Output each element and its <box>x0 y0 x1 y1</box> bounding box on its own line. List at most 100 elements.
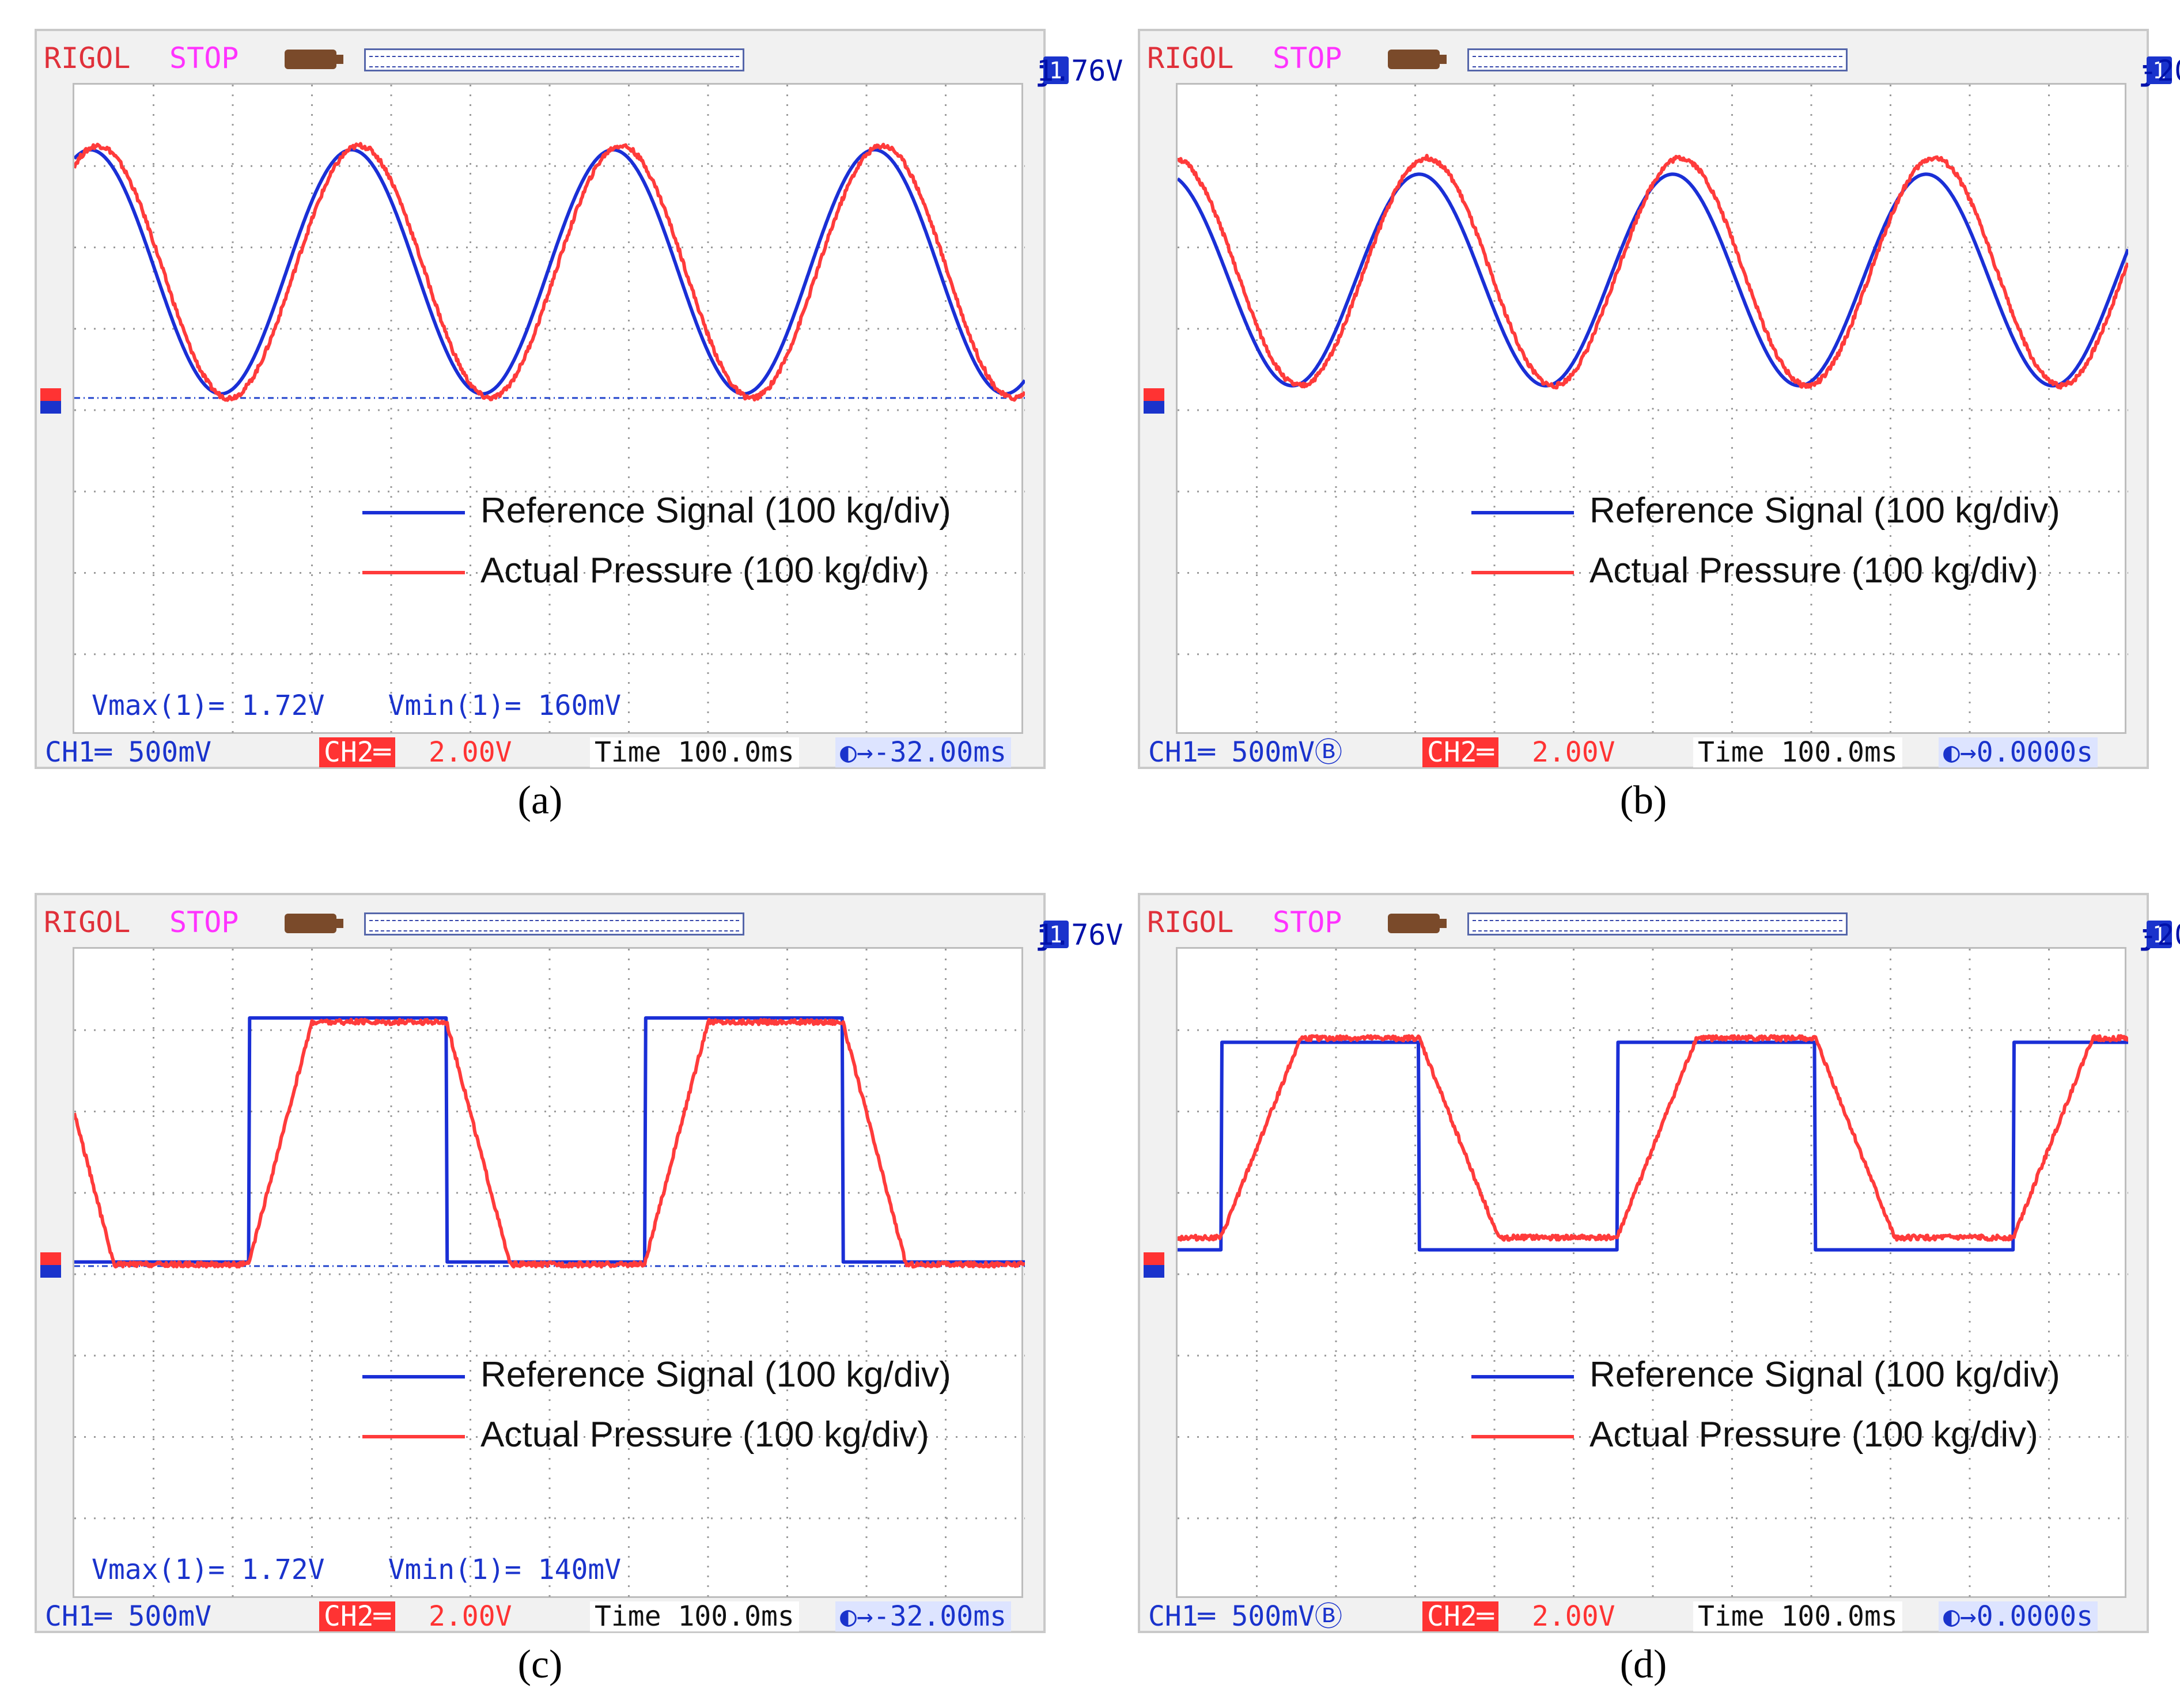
measurement-readout: Vmax(1)= 1.72V Vmin(1)= 160mV <box>92 690 684 722</box>
waveform-plot <box>1178 949 2128 1600</box>
waveform-screen: Reference Signal (100 kg/div) Actual Pres… <box>73 83 1025 736</box>
oscilloscope-frame: RIGOLSTOPƒ1-20.0mVReference Signal (100 … <box>1138 893 2180 1633</box>
legend-swatch-actual <box>362 571 465 574</box>
waveform-plot <box>74 949 1025 1600</box>
graticule <box>1178 949 2128 1600</box>
ch2-scale: 2.00V <box>429 736 512 768</box>
waveform-screen: Reference Signal (100 kg/div) Actual Pres… <box>73 947 1025 1600</box>
ch-marker-icon <box>1144 388 1164 414</box>
ch1-scale: CH1═ 500mVⒷ <box>1148 736 1342 768</box>
memory-wave-icon <box>1473 56 1842 67</box>
legend-swatch-actual <box>1471 1435 1574 1438</box>
battery-icon <box>285 914 343 933</box>
trigger-channel-badge: 1 <box>2147 56 2172 84</box>
series-actual-line <box>1178 154 2128 390</box>
brand-label: RIGOL <box>1147 41 1234 75</box>
memory-depth-strip <box>1467 912 1848 936</box>
legend-label-actual: Actual Pressure (100 kg/div) <box>480 1415 929 1455</box>
waveform-plot <box>74 85 1025 736</box>
battery-icon <box>1388 914 1447 933</box>
trigger-level: 1.76V <box>1036 54 1123 88</box>
ch2-ground-marker <box>40 1252 63 1279</box>
legend-label-reference: Reference Signal (100 kg/div) <box>1589 491 2060 531</box>
scope-top-bar: RIGOLSTOPƒ1-20.0mV <box>1140 895 2180 949</box>
waveform-plot <box>1178 85 2128 736</box>
legend-label-reference: Reference Signal (100 kg/div) <box>480 491 951 531</box>
scope-top-bar: RIGOLSTOPƒ1-20.0mV <box>1140 31 2180 85</box>
graticule <box>74 85 1025 736</box>
run-state-label: STOP <box>169 906 239 939</box>
legend-swatch-reference <box>362 1375 465 1378</box>
trigger-level: -20.0mV <box>2140 918 2180 952</box>
ch1-scale: CH1═ 500mV <box>45 736 211 768</box>
timebase-readout: Time 100.0ms <box>590 737 799 767</box>
run-state-label: STOP <box>1273 906 1342 939</box>
memory-wave-icon <box>369 920 739 931</box>
series-reference-line <box>74 1016 1025 1264</box>
trigger-offset-readout: ◐→-32.00ms <box>835 737 1011 767</box>
timebase-readout: Time 100.0ms <box>1693 737 1902 767</box>
legend-label-actual: Actual Pressure (100 kg/div) <box>1589 1415 2038 1455</box>
waveform-screen: Reference Signal (100 kg/div) Actual Pres… <box>1176 83 2128 736</box>
legend-label-reference: Reference Signal (100 kg/div) <box>480 1355 951 1395</box>
ch2-ground-marker <box>1144 388 1167 415</box>
trigger-channel-badge: 1 <box>1043 921 1069 948</box>
brand-label: RIGOL <box>1147 906 1234 939</box>
run-state-label: STOP <box>1273 41 1342 75</box>
scope-panel-b: RIGOLSTOPƒ1-20.0mVReference Signal (100 … <box>1138 29 2180 827</box>
ch2-ground-marker <box>40 388 63 415</box>
scope-top-bar: RIGOLSTOPƒ11.76V <box>37 895 1123 949</box>
series-reference-line <box>1178 172 2128 388</box>
ch2-scale: 2.00V <box>429 1600 512 1633</box>
legend-swatch-reference <box>362 511 465 514</box>
trigger-level: 1.76V <box>1036 918 1123 952</box>
ch-marker-icon <box>1144 1252 1164 1278</box>
brand-label: RIGOL <box>44 906 131 939</box>
series-actual-line <box>1178 1034 2128 1242</box>
vmin-readout: Vmin(1)= 140mV <box>388 1554 622 1586</box>
vmax-readout: Vmax(1)= 1.72V <box>92 690 325 722</box>
memory-wave-icon <box>1473 920 1842 931</box>
memory-depth-strip <box>1467 48 1848 71</box>
scope-bottom-bar: CH1═ 500mV CH2═ 2.00V Time 100.0ms ◐→-32.00m… <box>37 1598 1043 1635</box>
scope-panel-d: RIGOLSTOPƒ1-20.0mVReference Signal (100 … <box>1138 893 2180 1691</box>
vmin-readout: Vmin(1)= 160mV <box>388 690 622 722</box>
brand-label: RIGOL <box>44 41 131 75</box>
legend-label-reference: Reference Signal (100 kg/div) <box>1589 1355 2060 1395</box>
series-actual-line <box>74 1017 1025 1269</box>
trigger-channel-badge: 1 <box>1043 56 1069 84</box>
trigger-channel-badge: 1 <box>2147 921 2172 948</box>
ch2-badge: CH2═ <box>319 737 395 767</box>
graticule <box>1178 85 2128 736</box>
series-actual-line <box>74 142 1025 402</box>
legend-swatch-reference <box>1471 1375 1574 1378</box>
run-state-label: STOP <box>169 41 239 75</box>
legend-swatch-actual <box>362 1435 465 1438</box>
series-reference-line <box>1178 1040 2128 1252</box>
ch2-ground-marker <box>1144 1252 1167 1279</box>
scope-bottom-bar: CH1═ 500mVⒷ CH2═ 2.00V Time 100.0ms ◐→0.0000… <box>1140 734 2147 771</box>
trigger-offset-readout: ◐→-32.00ms <box>835 1601 1011 1631</box>
trigger-offset-readout: ◐→0.0000s <box>1939 737 2098 767</box>
graticule <box>74 949 1025 1600</box>
battery-icon <box>285 50 343 69</box>
panel-caption: (d) <box>1619 1642 1667 1687</box>
timebase-readout: Time 100.0ms <box>590 1601 799 1631</box>
memory-wave-icon <box>369 56 739 67</box>
memory-depth-strip <box>364 912 744 936</box>
series-reference-line <box>74 148 1025 396</box>
battery-icon <box>1388 50 1447 69</box>
ch2-scale: 2.00V <box>1532 736 1615 768</box>
scope-top-bar: RIGOLSTOPƒ11.76V <box>37 31 1123 85</box>
waveform-screen: Reference Signal (100 kg/div) Actual Pres… <box>1176 947 2128 1600</box>
vmax-readout: Vmax(1)= 1.72V <box>92 1554 325 1586</box>
ch2-scale: 2.00V <box>1532 1600 1615 1633</box>
ch1-scale: CH1═ 500mV <box>45 1600 211 1633</box>
legend-label-actual: Actual Pressure (100 kg/div) <box>480 551 929 590</box>
ch2-badge: CH2═ <box>1422 737 1498 767</box>
oscilloscope-frame: RIGOLSTOPƒ1-20.0mVReference Signal (100 … <box>1138 29 2180 771</box>
